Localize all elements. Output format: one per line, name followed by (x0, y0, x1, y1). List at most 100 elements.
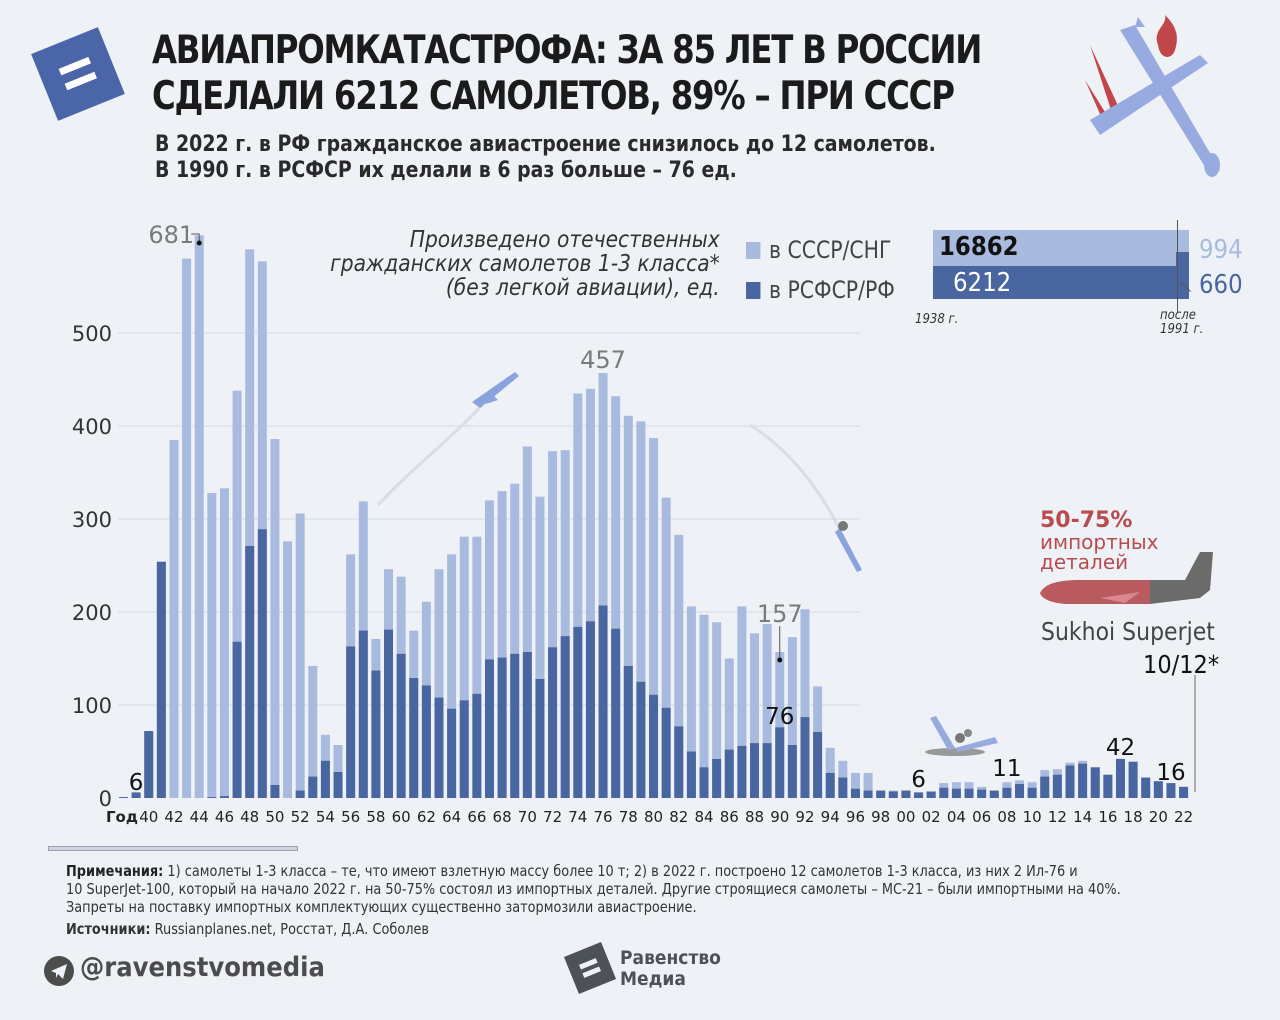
subtitle-line-2: В 1990 г. в РСФСР их делали в 6 раз боль… (155, 158, 737, 183)
annotation-dot (196, 240, 202, 246)
bar-ussr-1997 (863, 772, 873, 798)
bar-rsfsr-1970 (522, 651, 532, 798)
bar-rsfsr-1939 (131, 792, 141, 798)
bar-rsfsr-1987 (737, 745, 747, 798)
bar-ussr-1990 (775, 651, 785, 798)
x-tick-label: 16 (1098, 808, 1117, 826)
summary-divider-1991 (1177, 220, 1178, 312)
bar-rsfsr-1999 (888, 791, 898, 798)
summary-from-label: 1938 г. (915, 312, 959, 327)
bar-ussr-1963 (434, 569, 444, 798)
x-tick-label: 98 (871, 808, 890, 826)
crashed-plane-icon (925, 716, 998, 756)
bar-ussr-1982 (674, 534, 684, 798)
bar-rsfsr-2009 (1015, 784, 1025, 798)
bar-rsfsr-1989 (762, 743, 772, 798)
x-tick-label: 18 (1124, 808, 1143, 826)
legend-swatch-ussr (746, 241, 761, 259)
legend-label-ussr: в СССР/СНГ (768, 236, 892, 264)
x-tick-label: 82 (669, 808, 688, 826)
x-tick-label: 92 (795, 808, 814, 826)
bar-ussr-1981 (661, 497, 671, 798)
summary-bar-rsfsr (933, 266, 1189, 299)
subtitle: В 2022 г. в РФ гражданское авиастроение … (155, 132, 936, 184)
bar-rsfsr-2002 (926, 791, 936, 798)
bar-rsfsr-2020 (1153, 781, 1163, 798)
bar-rsfsr-1967 (484, 659, 494, 798)
bar-rsfsr-2021 (1166, 783, 1176, 798)
summary-to-label-1: после (1160, 308, 1196, 323)
x-tick-label: 40 (139, 808, 158, 826)
annotation-leader (191, 233, 200, 242)
x-tick-label: 58 (366, 808, 385, 826)
superjet-value: 10/12* (1143, 650, 1220, 679)
bar-ussr-1973 (560, 450, 570, 798)
bar-rsfsr-2013 (1065, 765, 1075, 798)
chart-desc-line-2: гражданских самолетов 1-3 класса* (330, 251, 720, 277)
bar-ussr-1967 (484, 500, 494, 798)
bar-rsfsr-1962 (421, 685, 431, 798)
bar-ussr-1974 (573, 393, 583, 798)
bar-rsfsr-1996 (850, 788, 860, 798)
notes-text-2: 10 SuperJet-100, который на начало 2022 … (66, 880, 1121, 898)
y-tick-label: 500 (72, 322, 112, 346)
x-tick-label: 76 (594, 808, 613, 826)
bar-rsfsr-1993 (813, 731, 823, 798)
bar-rsfsr-1990 (775, 727, 785, 798)
bar-ussr-1945 (207, 492, 217, 798)
bar-rsfsr-1975 (585, 621, 595, 798)
telegram-handle[interactable]: @ravenstvomedia (80, 952, 325, 983)
bar-ussr-1978 (623, 415, 633, 798)
x-tick-label: 90 (770, 808, 789, 826)
summary-rsfsr-total: 6212 (953, 268, 1012, 298)
x-tick-label: 50 (265, 808, 284, 826)
bar-rsfsr-2016 (1103, 774, 1113, 798)
x-tick-label: 88 (745, 808, 764, 826)
footer-notes: Примечания: 1) самолеты 1-3 класса – те,… (66, 862, 1236, 916)
x-tick-label: 54 (316, 808, 335, 826)
x-tick-label: 66 (467, 808, 486, 826)
y-axis-ticks: 0 100 200 300 400 500 (72, 322, 112, 811)
bar-rsfsr-1964 (447, 708, 457, 798)
notes-text-3: Запреты на поставку импортных комплектую… (66, 898, 697, 916)
notes-label: Примечания: (66, 862, 164, 880)
bar-ussr-1983 (686, 606, 696, 798)
bar-ussr-1968 (497, 491, 507, 798)
bar-ussr-1984 (699, 614, 709, 798)
bar-rsfsr-1957 (358, 630, 368, 798)
bar-rsfsr-2007 (989, 790, 999, 798)
sources-text: Russianplanes.net, Росстат, Д.А. Соболев (150, 920, 430, 938)
bar-rsfsr-1956 (346, 646, 356, 798)
bar-rsfsr-1980 (649, 694, 659, 798)
bar-rsfsr-2012 (1052, 774, 1062, 798)
bar-ussr-1979 (636, 421, 646, 798)
annotation-label: 157 (757, 600, 803, 628)
bar-ussr-1991 (787, 637, 797, 798)
y-tick-label: 200 (72, 601, 112, 625)
x-tick-label: 96 (846, 808, 865, 826)
telegram-icon (44, 956, 74, 986)
bar-rsfsr-1997 (863, 790, 873, 798)
bar-rsfsr-1995 (838, 777, 848, 798)
bar-rsfsr-1941 (156, 561, 166, 798)
bar-rsfsr-1986 (724, 749, 734, 798)
x-tick-label: 68 (493, 808, 512, 826)
x-tick-label: 62 (417, 808, 436, 826)
superjet-import-pct: 50-75% (1040, 508, 1133, 533)
bar-ussr-1987 (737, 606, 747, 798)
bar-rsfsr-1940 (144, 731, 154, 798)
x-tick-label: 74 (568, 808, 587, 826)
bar-ussr-1975 (585, 388, 595, 798)
bar-ussr-1946 (219, 488, 229, 798)
bar-ussr-1950 (270, 439, 280, 798)
footer-divider (48, 846, 298, 851)
sources-label: Источники: (66, 920, 151, 938)
x-tick-label: 70 (518, 808, 537, 826)
bar-rsfsr-1946 (219, 796, 229, 798)
bar-ussr-1951 (283, 541, 293, 798)
bar-rsfsr-1948 (245, 545, 255, 798)
bar-rsfsr-1968 (497, 657, 507, 798)
bar-rsfsr-1978 (623, 665, 633, 798)
bar-rsfsr-1979 (636, 681, 646, 798)
bar-ussr-1955 (333, 744, 343, 798)
